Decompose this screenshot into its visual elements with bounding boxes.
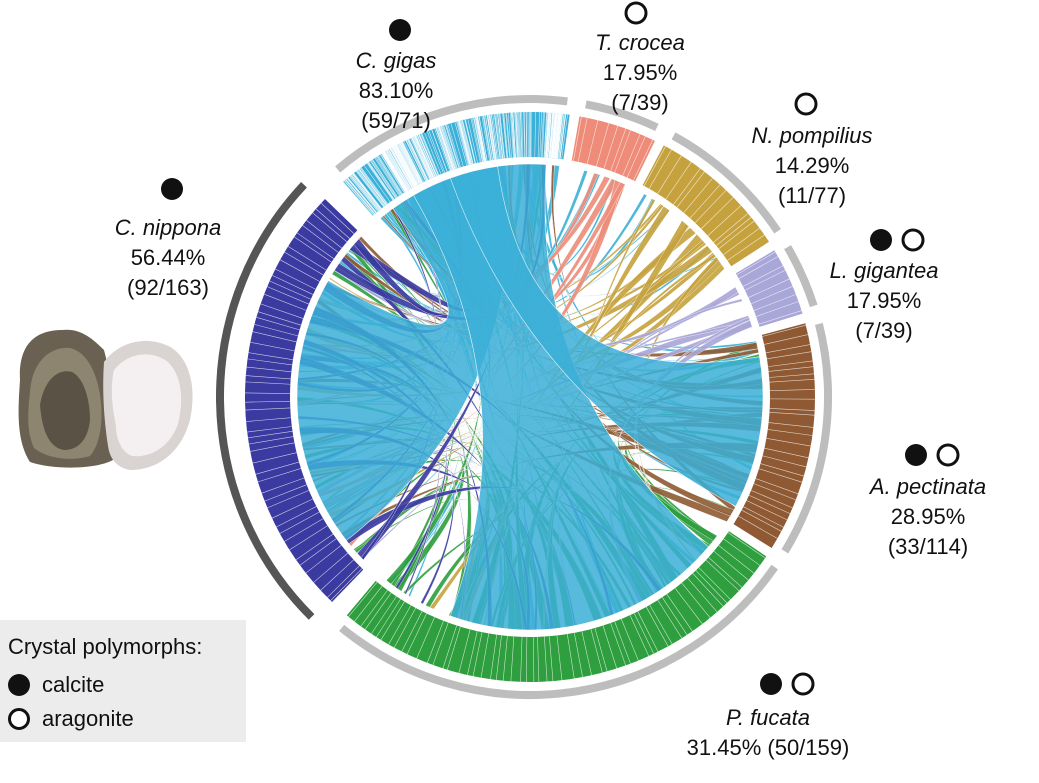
- species-name-l-gigantea: L. gigantea: [830, 258, 939, 283]
- filled-circle-icon: [870, 229, 892, 251]
- species-stats-p-fucata: 31.45% (50/159): [687, 735, 850, 760]
- species-percent-a-pectinata: 28.95%: [891, 504, 966, 529]
- filled-circle-icon: [389, 19, 411, 41]
- outer-arc-t-crocea: [585, 100, 659, 131]
- species-ratio-l-gigantea: (7/39): [855, 318, 912, 343]
- segment-p-fucata: [346, 531, 767, 682]
- species-name-a-pectinata: A. pectinata: [868, 474, 986, 499]
- species-ratio-t-crocea: (7/39): [611, 90, 668, 115]
- segment-c-nippona: [245, 199, 364, 603]
- species-percent-c-nippona: 56.44%: [131, 245, 206, 270]
- outer-arc-c-nippona: [216, 182, 315, 620]
- species-name-t-crocea: T. crocea: [595, 30, 685, 55]
- filled-circle-icon: [161, 178, 183, 200]
- filled-circle-icon: [8, 674, 30, 696]
- segment-t-crocea: [571, 116, 655, 182]
- species-name-n-pompilius: N. pompilius: [751, 123, 872, 148]
- species-ratio-n-pompilius: (11/77): [778, 183, 846, 208]
- species-name-c-nippona: C. nippona: [115, 215, 221, 240]
- legend-label-calcite: calcite: [42, 672, 105, 697]
- species-percent-t-crocea: 17.95%: [603, 60, 678, 85]
- species-labels: C. gigas 83.10% (59/71) T. crocea 17.95% (7/3…: [115, 1, 986, 760]
- filled-circle-icon: [760, 673, 782, 695]
- oyster-shell-image: [18, 329, 193, 470]
- species-percent-c-gigas: 83.10%: [359, 78, 434, 103]
- segment-l-gigantea: [735, 250, 803, 327]
- species-name-p-fucata: P. fucata: [726, 705, 810, 730]
- species-ratio-c-gigas: (59/71): [361, 108, 431, 133]
- outer-arc-c-gigas: [335, 95, 568, 173]
- legend-item-aragonite: aragonite: [8, 706, 134, 732]
- species-name-c-gigas: C. gigas: [356, 48, 437, 73]
- outer-arcs: [216, 95, 832, 699]
- legend-label-aragonite: aragonite: [42, 706, 134, 731]
- open-circle-icon: [794, 92, 818, 116]
- open-circle-icon: [936, 443, 960, 467]
- legend-item-calcite: calcite: [8, 672, 104, 698]
- species-percent-l-gigantea: 17.95%: [847, 288, 922, 313]
- species-ratio-a-pectinata: (33/114): [888, 534, 968, 559]
- filled-circle-icon: [905, 444, 927, 466]
- open-circle-icon: [901, 228, 925, 252]
- outer-arc-a-pectinata: [781, 322, 832, 554]
- legend-title: Crystal polymorphs:: [8, 634, 203, 659]
- outer-arc-l-gigantea: [784, 245, 818, 308]
- chord-ribbons: [296, 163, 764, 631]
- crystal-polymorph-legend: Crystal polymorphs: calcite aragonite: [0, 620, 246, 742]
- species-percent-n-pompilius: 14.29%: [775, 153, 850, 178]
- species-ratio-c-nippona: (92/163): [127, 275, 209, 300]
- species-segments: [245, 111, 816, 682]
- open-circle-icon: [624, 1, 648, 25]
- open-circle-icon: [791, 672, 815, 696]
- outer-arc-p-fucata: [339, 564, 778, 699]
- segment-n-pompilius: [642, 145, 770, 267]
- outer-arc-n-pompilius: [671, 132, 781, 234]
- open-circle-icon: [8, 708, 30, 730]
